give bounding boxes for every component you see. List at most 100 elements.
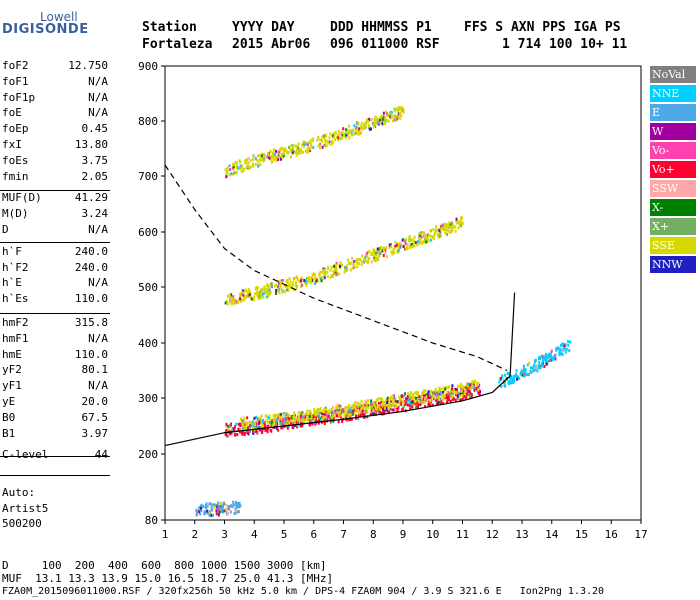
echo-point (275, 424, 278, 428)
echo-point (544, 352, 547, 356)
y-tick-label: 300 (138, 392, 158, 405)
echo-point (396, 117, 399, 121)
echo-point (386, 114, 389, 118)
echo-point (357, 132, 360, 136)
x-tick-label: 3 (221, 528, 228, 541)
echo-point (309, 281, 312, 285)
echo-point (303, 419, 306, 423)
echo-point (550, 349, 553, 353)
echo-point (363, 413, 366, 417)
echo-point (447, 386, 450, 390)
echo-point (366, 400, 369, 404)
echo-point (430, 389, 433, 393)
echo-point (512, 375, 515, 379)
echo-point (302, 140, 305, 144)
echo-point (301, 411, 304, 415)
echo-point (331, 411, 334, 415)
echo-point (395, 118, 398, 122)
echo-point (373, 253, 376, 257)
echo-point (384, 117, 387, 121)
echo-point (437, 235, 440, 239)
echo-point (215, 503, 218, 507)
echo-point (296, 423, 299, 427)
echo-point (415, 401, 418, 405)
y-tick-label: 900 (138, 60, 158, 73)
echo-point (408, 246, 411, 250)
echo-point (445, 231, 448, 235)
echo-point (532, 369, 535, 373)
y-tick-label: 600 (138, 226, 158, 239)
echo-point (301, 418, 304, 422)
echo-point (232, 298, 235, 302)
echo-point (396, 400, 399, 404)
echo-point (232, 299, 235, 303)
echo-point (389, 407, 392, 411)
y-tick-label: 500 (138, 281, 158, 294)
echo-point (565, 347, 568, 351)
x-tick-label: 5 (281, 528, 288, 541)
echo-point (279, 148, 282, 152)
echo-point (323, 417, 326, 421)
echo-point (354, 406, 357, 410)
echo-point (375, 407, 378, 411)
echo-point (229, 300, 232, 304)
echo-point (258, 294, 261, 298)
param-divider (0, 242, 110, 243)
echo-point (261, 424, 264, 428)
echo-point (345, 412, 348, 416)
echo-point (439, 401, 442, 405)
echo-point (270, 421, 273, 425)
echo-point (477, 390, 480, 394)
echo-point (539, 355, 542, 359)
x-tick-label: 12 (486, 528, 499, 541)
echo-point (195, 508, 198, 512)
echo-point (363, 126, 366, 130)
echo-point (345, 418, 348, 422)
echo-point (277, 413, 280, 417)
echo-point (232, 162, 235, 166)
echo-point (215, 509, 218, 513)
echo-point (338, 264, 341, 268)
echo-point (401, 407, 404, 411)
echo-point (327, 141, 330, 145)
echo-point (303, 278, 306, 282)
echo-point (225, 507, 228, 511)
echo-point (408, 393, 411, 397)
echo-point (411, 406, 414, 410)
echo-point (515, 369, 518, 373)
echo-point (285, 423, 288, 427)
echo-point (344, 134, 347, 138)
param-name: B1 (2, 426, 16, 440)
y-tick-label: 700 (138, 170, 158, 183)
echo-point (475, 383, 478, 387)
echo-point (435, 402, 438, 406)
echo-point (278, 418, 281, 422)
x-tick-label: 7 (340, 528, 347, 541)
echo-point (384, 400, 387, 404)
echo-point (286, 415, 289, 419)
echo-point (478, 383, 481, 387)
echo-point (380, 249, 383, 253)
echo-point (513, 379, 516, 383)
echo-point (330, 407, 333, 411)
legend-item-vo-: Vo+ (650, 161, 696, 178)
echo-point (510, 377, 513, 381)
echo-point (380, 400, 383, 404)
echo-point (246, 427, 249, 431)
param-foe: foE N/A (2, 106, 108, 122)
echo-point (551, 357, 554, 361)
echo-point (395, 114, 398, 118)
echo-point (440, 399, 443, 403)
echo-point (529, 366, 532, 370)
param-c-level: C-level 44 (2, 448, 108, 464)
echo-point (255, 415, 258, 419)
echo-point (516, 377, 519, 381)
echo-point (275, 159, 278, 163)
echo-point (349, 268, 352, 272)
echo-point (319, 270, 322, 274)
echo-point (317, 144, 320, 148)
echo-point (418, 236, 421, 240)
param-name: h`F (2, 244, 22, 258)
echo-point (422, 390, 425, 394)
echo-point (239, 293, 242, 297)
